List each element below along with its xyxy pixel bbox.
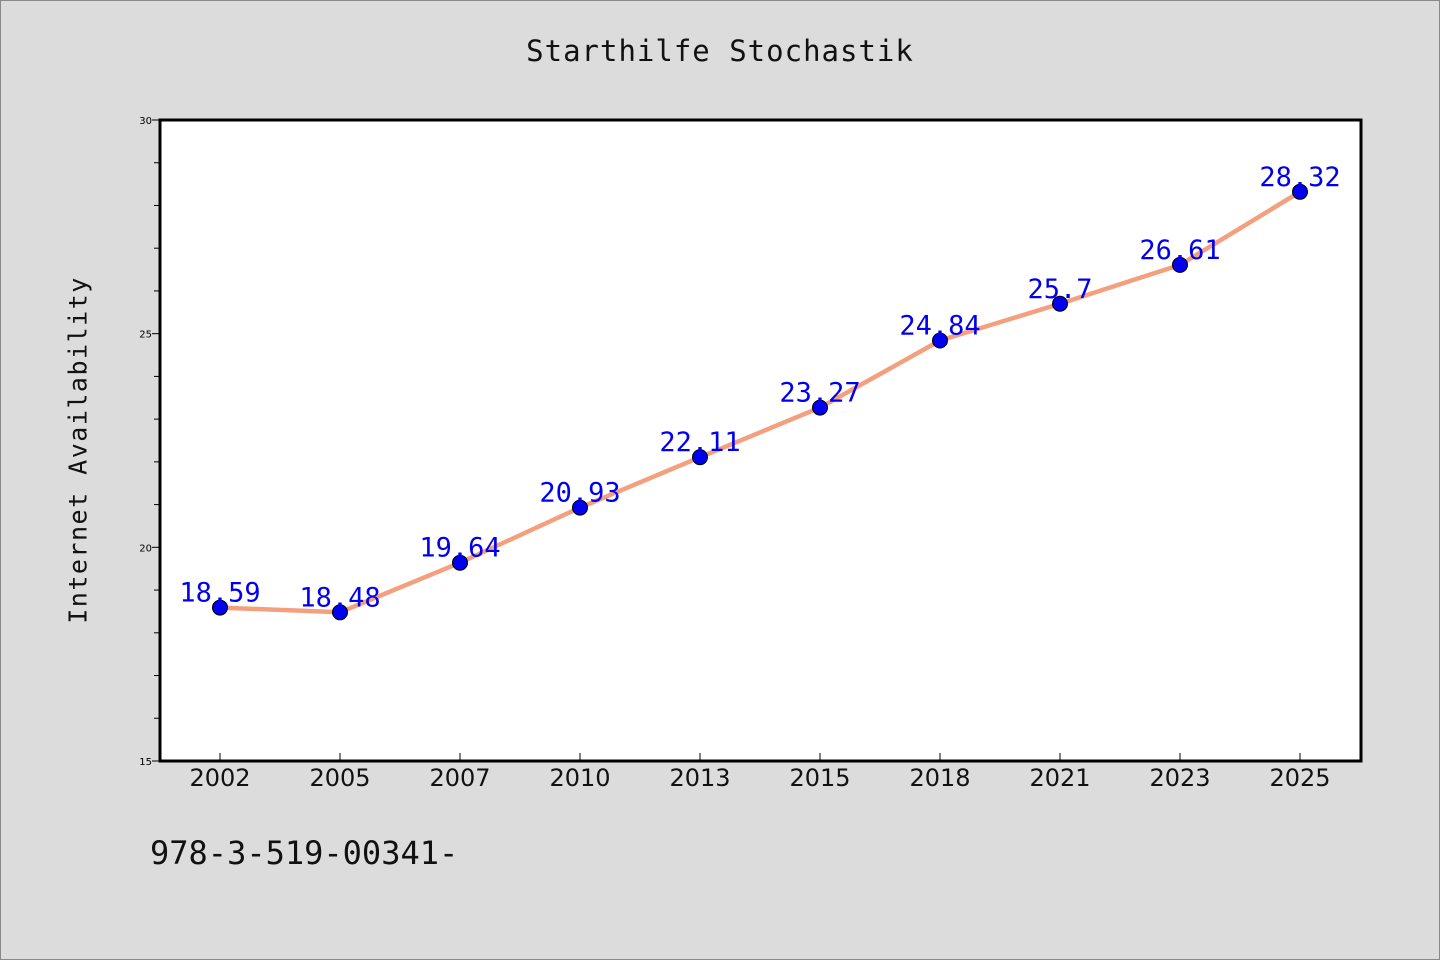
data-label: 24.84 (899, 311, 980, 342)
x-tick-label: 2015 (789, 764, 850, 792)
isbn-text: 978-3-519-00341- (150, 834, 459, 872)
data-point (212, 599, 228, 616)
x-tick-label: 2005 (309, 764, 370, 792)
plot-area (158, 118, 1363, 763)
series-line (217, 189, 1303, 615)
data-label: 20.93 (539, 478, 620, 509)
chart-title: Starthilfe Stochastik (526, 34, 914, 68)
data-label: 23.27 (779, 378, 860, 409)
data-label: 26.61 (1139, 235, 1220, 266)
data-label: 22.11 (659, 427, 740, 458)
x-tick-label: 2023 (1149, 764, 1210, 792)
data-label: 25.7 (1027, 274, 1092, 305)
data-point (932, 332, 948, 349)
x-tick-label: 2021 (1029, 764, 1090, 792)
data-point (332, 604, 348, 621)
x-tick-label: 2018 (909, 764, 970, 792)
y-tick-label: 20 (139, 543, 152, 554)
x-tick-label: 2013 (669, 764, 730, 792)
x-tick-label: 2010 (549, 764, 610, 792)
y-tick-label: 30 (139, 116, 152, 127)
x-tick-label: 2025 (1269, 764, 1330, 792)
data-point (572, 499, 588, 516)
data-point (692, 449, 708, 466)
data-point (452, 554, 468, 571)
y-tick-label: 15 (139, 757, 152, 768)
data-label: 18.48 (299, 582, 380, 613)
data-label: 28.32 (1259, 162, 1340, 193)
data-label: 19.64 (419, 533, 500, 564)
data-point (1172, 256, 1188, 273)
data-point (1292, 183, 1308, 200)
y-tick-label: 25 (139, 330, 152, 341)
x-tick-label: 2002 (189, 764, 250, 792)
data-point (1052, 295, 1068, 312)
data-label: 18.59 (179, 578, 260, 609)
x-tick-label: 2007 (429, 764, 490, 792)
data-point (812, 399, 828, 416)
